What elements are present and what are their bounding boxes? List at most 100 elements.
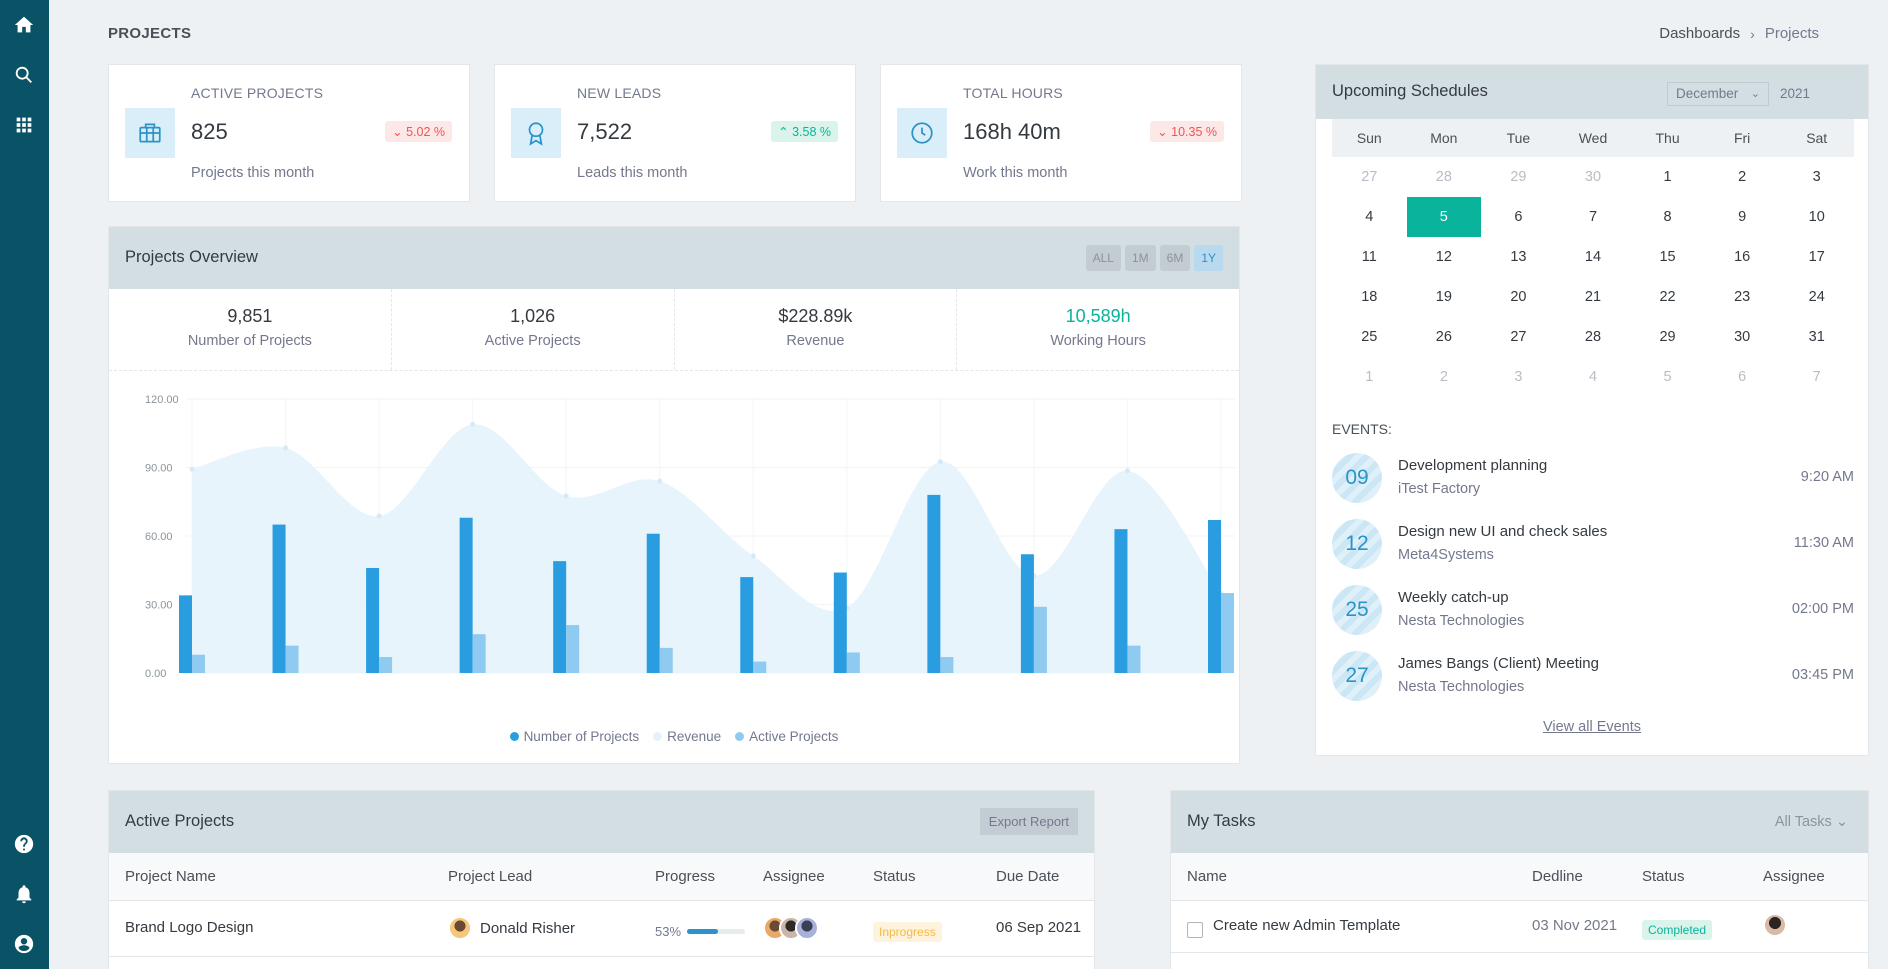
column-header[interactable]: Assignee <box>1763 868 1825 885</box>
view-all-events-link[interactable]: View all Events <box>1542 719 1642 735</box>
column-header[interactable]: Progress <box>655 868 716 885</box>
column-header[interactable]: Name <box>1187 868 1228 885</box>
calendar-day[interactable]: 5 <box>1630 357 1705 397</box>
calendar-day[interactable]: 20 <box>1481 277 1556 317</box>
assignee-group[interactable] <box>763 916 819 940</box>
calendar-day[interactable]: 27 <box>1332 157 1407 197</box>
calendar-day[interactable]: 12 <box>1407 237 1482 277</box>
calendar-day[interactable]: 17 <box>1779 237 1854 277</box>
weekday-label: Wed <box>1578 130 1608 146</box>
calendar-day[interactable]: 16 <box>1705 237 1780 277</box>
breadcrumb-link-dashboards[interactable]: Dashboards <box>1659 25 1741 42</box>
legend-item[interactable]: Active Projects <box>735 729 838 744</box>
card-title: Upcoming Schedules <box>1332 82 1488 100</box>
column-header[interactable]: Status <box>1642 868 1685 885</box>
calendar-day[interactable]: 1 <box>1332 357 1407 397</box>
column-header[interactable]: Status <box>873 868 916 885</box>
calendar-day[interactable]: 18 <box>1332 277 1407 317</box>
task-checkbox[interactable] <box>1187 922 1203 938</box>
calendar-day[interactable]: 4 <box>1556 357 1631 397</box>
column-header[interactable]: Due Date <box>996 868 1060 885</box>
home-icon[interactable] <box>12 13 36 37</box>
column-header[interactable]: Project Name <box>125 868 216 885</box>
avatar <box>448 916 472 940</box>
calendar-day[interactable]: 3 <box>1481 357 1556 397</box>
calendar-day[interactable]: 21 <box>1556 277 1631 317</box>
calendar-day[interactable]: 14 <box>1556 237 1631 277</box>
column-header[interactable]: Project Lead <box>448 868 533 885</box>
calendar-day-number: 4 <box>1365 209 1374 225</box>
legend-item[interactable]: Revenue <box>653 729 721 744</box>
calendar-day[interactable]: 3 <box>1779 157 1854 197</box>
calendar-day[interactable]: 2 <box>1407 357 1482 397</box>
range-button-1m[interactable]: 1M <box>1124 245 1156 271</box>
calendar-day[interactable]: 1 <box>1630 157 1705 197</box>
calendar-day[interactable]: 19 <box>1407 277 1482 317</box>
calendar-day[interactable]: 15 <box>1630 237 1705 277</box>
chevron-down-icon: ⌄ <box>1750 88 1760 100</box>
event-item[interactable]: 09 Development planning iTest Factory 9:20 … <box>1332 453 1854 505</box>
calendar-day[interactable]: 7 <box>1779 357 1854 397</box>
legend-item[interactable]: Number of Projects <box>509 729 639 744</box>
bell-icon[interactable] <box>12 882 36 906</box>
calendar-day[interactable]: 29 <box>1630 317 1705 357</box>
export-report-button[interactable]: Export Report <box>979 808 1078 835</box>
calendar-day[interactable]: 31 <box>1779 317 1854 357</box>
column-header[interactable]: Assignee <box>763 868 825 885</box>
card-header: Active Projects Export Report <box>109 791 1094 853</box>
bar-active-projects <box>472 634 486 673</box>
range-button-6m[interactable]: 6M <box>1159 245 1191 271</box>
calendar-day[interactable]: 11 <box>1332 237 1407 277</box>
help-icon[interactable] <box>12 832 36 856</box>
calendar-day[interactable]: 23 <box>1705 277 1780 317</box>
calendar-day[interactable]: 10 <box>1779 197 1854 237</box>
user-icon[interactable] <box>12 932 36 956</box>
task-filter-dropdown[interactable]: All Tasks ⌄ <box>1775 814 1848 830</box>
event-time: 02:00 PM <box>1791 601 1854 617</box>
calendar-day[interactable]: 8 <box>1630 197 1705 237</box>
year-select[interactable]: 2021 <box>1780 86 1811 101</box>
calendar-day[interactable]: 30 <box>1705 317 1780 357</box>
calendar-day[interactable]: 13 <box>1481 237 1556 277</box>
event-item[interactable]: 25 Weekly catch-up Nesta Technologies 02:00… <box>1332 585 1854 637</box>
calendar-day[interactable]: 7 <box>1556 197 1631 237</box>
breadcrumb-current: Projects <box>1764 25 1819 42</box>
project-name[interactable]: Brand Logo Design <box>125 919 254 936</box>
range-button-1y[interactable]: 1Y <box>1194 245 1223 271</box>
calendar-day[interactable]: 2 <box>1705 157 1780 197</box>
x-tick-label: Dec <box>1210 686 1232 687</box>
table-row[interactable]: Brand Logo Design Donald Risher 53% Inpr… <box>109 901 1094 957</box>
event-time: 03:45 PM <box>1791 667 1854 683</box>
month-select[interactable]: December ⌄ <box>1667 82 1769 106</box>
calendar-day[interactable]: 29 <box>1481 157 1556 197</box>
bar-number-of-projects <box>927 494 941 673</box>
event-item[interactable]: 27 James Bangs (Client) Meeting Nesta Tech… <box>1332 651 1854 703</box>
calendar-day[interactable]: 25 <box>1332 317 1407 357</box>
calendar-day[interactable]: 30 <box>1556 157 1631 197</box>
trend-badge: ⌄ 5.02 % <box>385 121 452 142</box>
calendar-day[interactable]: 6 <box>1481 197 1556 237</box>
calendar-day[interactable]: 28 <box>1407 157 1482 197</box>
calendar-day[interactable]: 6 <box>1705 357 1780 397</box>
calendar-day[interactable]: 28 <box>1556 317 1631 357</box>
calendar-day[interactable]: 9 <box>1705 197 1780 237</box>
range-button-all[interactable]: ALL <box>1085 245 1121 271</box>
event-item[interactable]: 12 Design new UI and check sales Meta4Syst… <box>1332 519 1854 571</box>
overview-summary: 9,851 Number of Projects 1,026 Active Pr… <box>109 289 1239 371</box>
calendar-day[interactable]: 4 <box>1332 197 1407 237</box>
task-name[interactable]: Create new Admin Template <box>1213 917 1401 934</box>
revenue-point <box>470 421 476 427</box>
calendar-day[interactable]: 27 <box>1481 317 1556 357</box>
apps-icon[interactable] <box>12 113 36 137</box>
calendar-day[interactable]: 22 <box>1630 277 1705 317</box>
column-header[interactable]: Dedline <box>1532 868 1583 885</box>
table-row[interactable]: Create new Admin Template 03 Nov 2021 Co… <box>1171 901 1868 953</box>
status-badge: Completed <box>1642 920 1713 940</box>
revenue-point <box>189 466 195 472</box>
calendar-day-today[interactable]: 5 <box>1406 197 1482 237</box>
calendar-day[interactable]: 24 <box>1779 277 1854 317</box>
arrow-down-icon: ⌄ <box>1157 125 1172 139</box>
bar-number-of-projects <box>1114 529 1128 673</box>
calendar-day[interactable]: 26 <box>1407 317 1482 357</box>
search-icon[interactable] <box>12 63 36 87</box>
